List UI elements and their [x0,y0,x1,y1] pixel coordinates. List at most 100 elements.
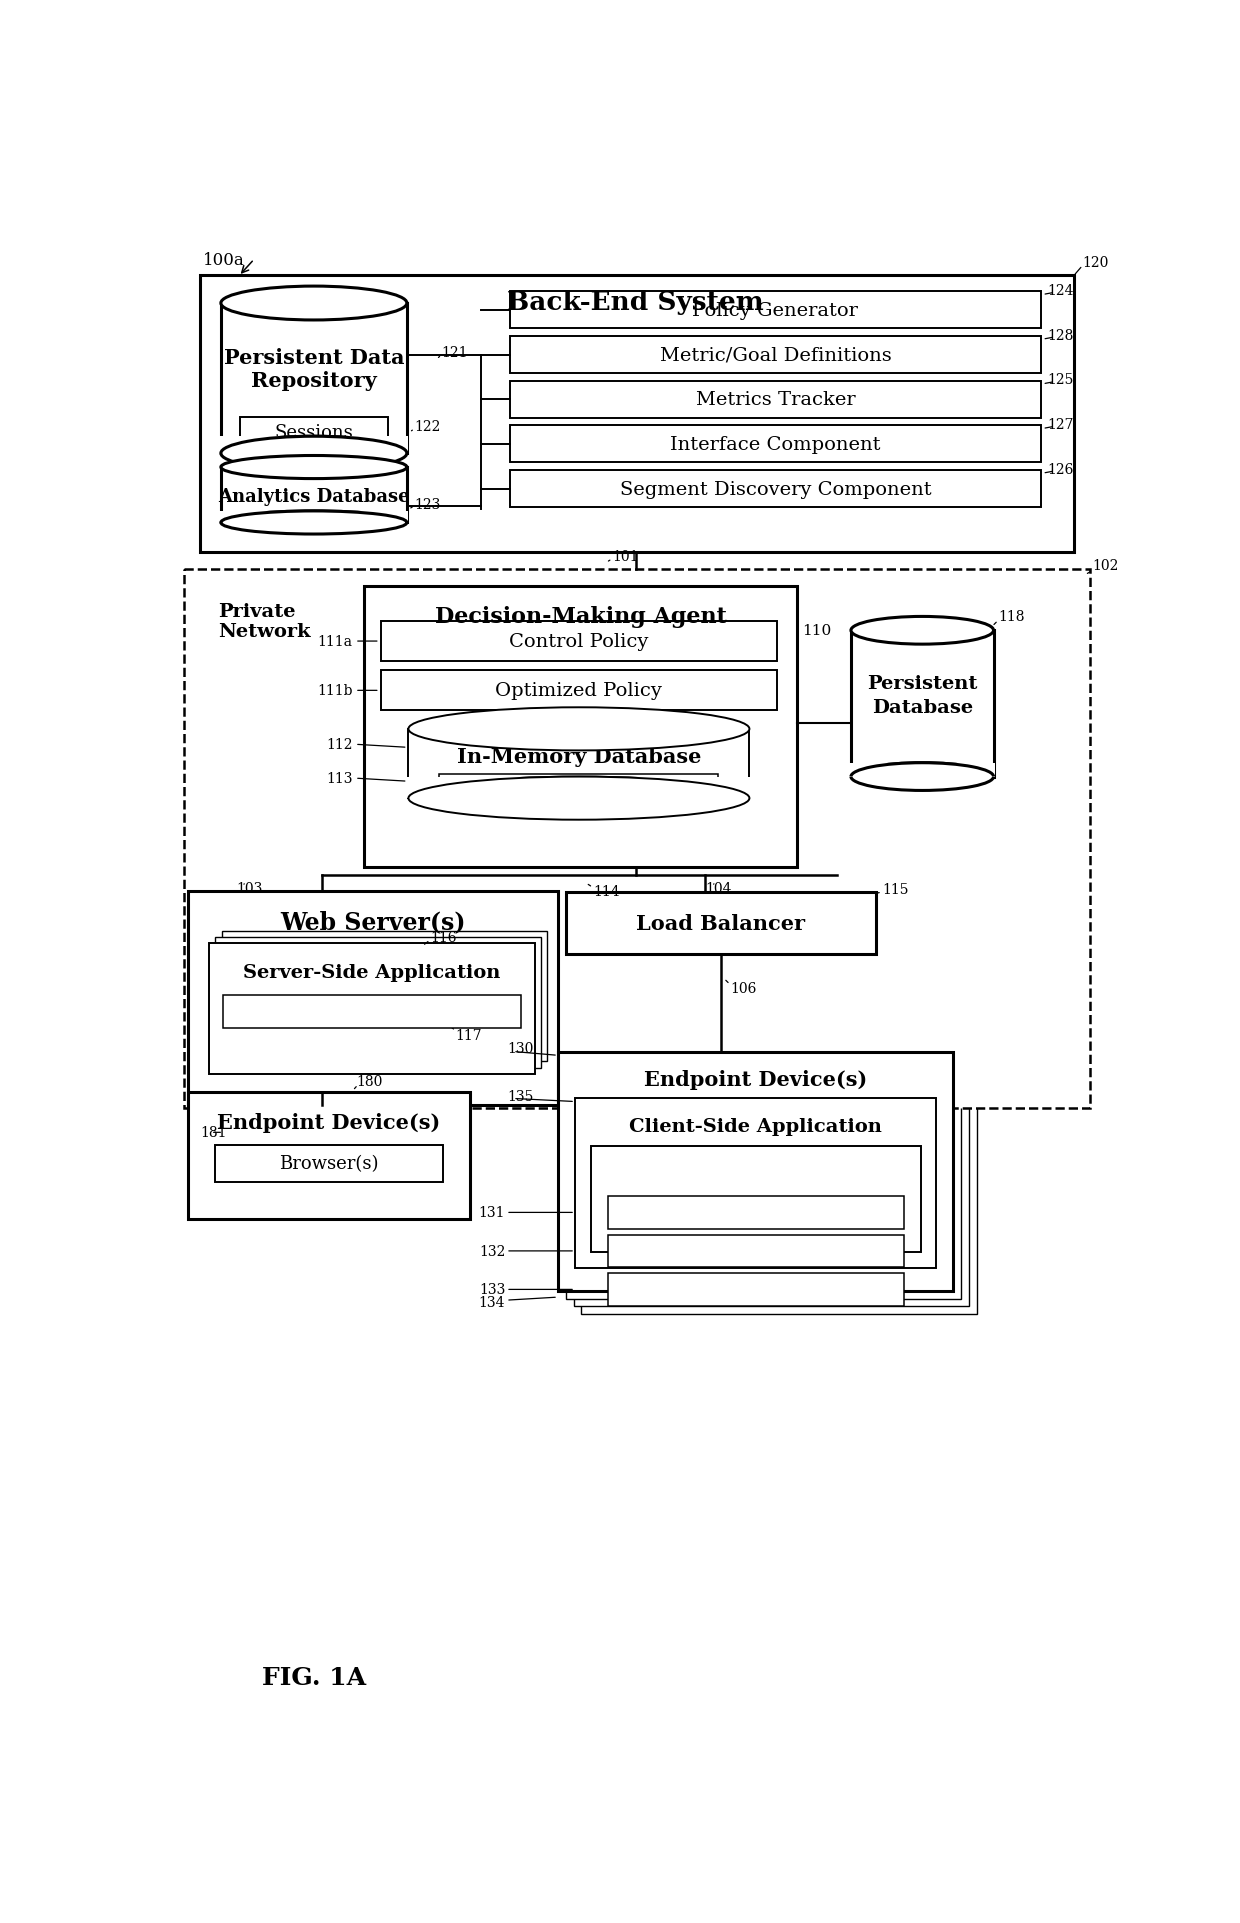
Bar [510,427,1040,463]
Text: Sessions: Sessions [274,423,353,442]
Bar [365,587,797,867]
Bar [510,381,1040,419]
Text: In-Memory Database: In-Memory Database [456,746,701,767]
Bar [200,275,1074,552]
Text: Active Sessions: Active Sessions [508,781,650,800]
Text: 135: 135 [507,1090,534,1104]
Text: 116: 116 [430,931,456,944]
Bar [510,337,1040,373]
Bar [187,1092,470,1219]
Bar [575,1098,936,1267]
Text: 101: 101 [613,550,639,563]
Text: 117: 117 [456,1029,482,1042]
Text: 110: 110 [802,623,831,638]
Text: Control Policy: Control Policy [510,633,649,650]
Text: Persistent: Persistent [867,675,977,692]
Ellipse shape [851,763,993,790]
Bar [558,1052,954,1290]
Bar [407,777,751,798]
Text: 111a: 111a [317,635,352,648]
Text: 126: 126 [1047,462,1074,477]
Text: Metric/Goal Definitions: Metric/Goal Definitions [660,346,892,365]
Text: 120: 120 [1083,256,1109,269]
Bar [201,877,572,1090]
Text: 180: 180 [357,1075,383,1088]
Bar [223,996,521,1029]
Text: Analytics Database: Analytics Database [218,488,409,506]
Text: 131: 131 [479,1206,506,1219]
Bar [590,1146,920,1252]
Bar [195,885,565,1098]
Text: Monolithic Client: Monolithic Client [660,1165,851,1183]
Text: Load Balancer: Load Balancer [636,913,805,933]
Text: Segment Discovery Component: Segment Discovery Component [620,481,931,498]
Bar [608,1235,904,1267]
Text: 132: 132 [479,1244,506,1258]
Bar [849,763,994,777]
Bar [582,1075,977,1313]
Text: Optimized Policy: Optimized Policy [678,1242,832,1260]
Text: 106: 106 [730,983,756,996]
Bar [185,569,1090,1108]
Bar [219,437,408,454]
Text: Optimized Policy: Optimized Policy [496,683,662,700]
Text: Decision-Making Agent: Decision-Making Agent [434,606,727,629]
Bar [210,944,534,1075]
Text: Interface Component: Interface Component [670,437,880,454]
Text: Back-End System: Back-End System [507,290,764,315]
Text: 128: 128 [1047,329,1074,342]
Text: 127: 127 [1047,417,1074,431]
Ellipse shape [221,437,407,471]
Text: Database: Database [872,698,973,717]
Bar [439,775,718,806]
Ellipse shape [408,708,749,752]
Text: FIG. 1A: FIG. 1A [262,1665,366,1690]
Bar [241,417,387,446]
Bar [851,631,993,777]
Text: Browser(s): Browser(s) [279,1154,378,1173]
Bar [565,892,875,954]
Bar [408,729,749,798]
Bar [221,467,407,523]
Text: 121: 121 [441,346,469,360]
Bar [382,671,776,712]
Bar [573,1067,968,1306]
Text: 113: 113 [326,771,352,787]
Text: 102: 102 [1092,558,1120,573]
Ellipse shape [221,287,407,321]
Text: 130: 130 [507,1040,534,1056]
Text: 125: 125 [1047,373,1074,387]
Text: 122: 122 [414,419,441,435]
Text: Client-Side Application: Client-Side Application [629,1117,882,1136]
Text: Metrics Tracker: Metrics Tracker [696,390,856,410]
Bar [565,1060,961,1298]
Text: Policy Generator: Policy Generator [692,302,858,319]
Ellipse shape [851,617,993,644]
Bar [216,937,541,1067]
Text: 134: 134 [479,1296,506,1310]
Text: Endpoint Device(s): Endpoint Device(s) [644,1069,867,1090]
Bar [187,890,558,1106]
Text: Session: Session [720,1281,790,1298]
Bar [221,304,407,454]
Bar [222,931,547,1061]
Text: Persistent Data: Persistent Data [223,348,404,367]
Text: 133: 133 [479,1283,506,1296]
Text: 123: 123 [414,498,441,512]
Text: 114: 114 [593,885,620,898]
Text: Endpoint Device(s): Endpoint Device(s) [217,1111,440,1133]
Text: 181: 181 [200,1125,227,1140]
Text: 100a: 100a [203,252,244,269]
Ellipse shape [408,777,749,821]
Text: Web Server(s): Web Server(s) [280,910,465,935]
Ellipse shape [221,456,407,479]
Text: Thin Client: Thin Client [321,1004,423,1021]
Bar [215,1144,444,1183]
Ellipse shape [221,512,407,535]
Text: 118: 118 [998,610,1024,625]
Bar [510,292,1040,329]
Bar [608,1273,904,1306]
Text: 104: 104 [706,883,732,896]
Text: Private
Network: Private Network [218,602,311,640]
Bar [382,621,776,662]
